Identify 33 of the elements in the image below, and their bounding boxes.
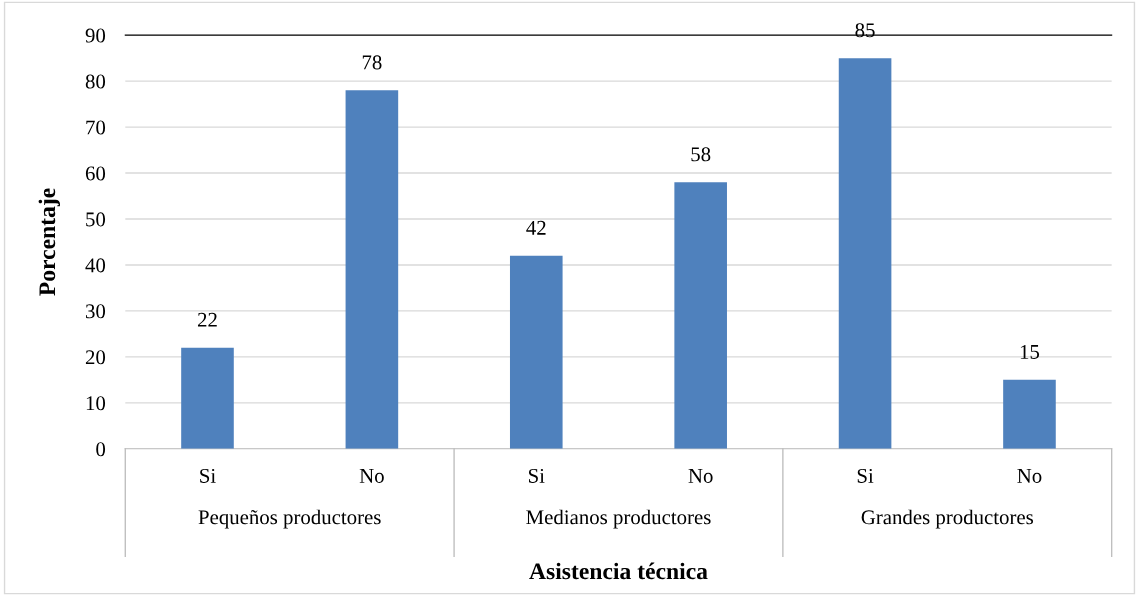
y-tick-label: 70 <box>86 120 106 135</box>
y-tick-label: 60 <box>85 166 106 181</box>
x-tick-label: Si <box>528 468 545 483</box>
x-tick-label: Si <box>857 468 874 483</box>
x-tick-label: No <box>688 469 713 483</box>
y-tick-label: 40 <box>85 258 106 273</box>
x-tick-label: Si <box>200 468 216 483</box>
data-label: 85 <box>855 23 875 38</box>
bar <box>181 347 234 449</box>
data-label: 78 <box>362 55 382 70</box>
y-tick-label: 0 <box>96 442 106 457</box>
bar <box>838 58 892 449</box>
data-label: 22 <box>197 312 217 327</box>
text: Pequeños productores <box>198 509 381 529</box>
x-axis-title: Asistencia técnica <box>529 562 708 580</box>
bar <box>509 255 563 449</box>
y-tick-label: 50 <box>86 212 106 227</box>
data-label: 58 <box>691 147 711 162</box>
x-tick-label: No <box>359 469 384 483</box>
bar <box>1003 379 1056 449</box>
y-tick-label: 30 <box>86 304 106 319</box>
data-label: 15 <box>1020 344 1040 359</box>
y-tick-label: 80 <box>85 74 106 89</box>
y-tick-label: 10 <box>86 396 106 411</box>
y-tick-label: 90 <box>85 28 106 43</box>
y-axis-title: Porcentaje <box>38 188 61 296</box>
text: Grandes productores <box>861 509 1033 529</box>
text: Medianos productores <box>526 509 711 529</box>
bar <box>674 182 727 449</box>
bar <box>345 90 399 449</box>
y-tick-label: 20 <box>85 350 106 365</box>
x-tick-label: No <box>1017 469 1042 483</box>
data-label: 42 <box>526 220 546 235</box>
